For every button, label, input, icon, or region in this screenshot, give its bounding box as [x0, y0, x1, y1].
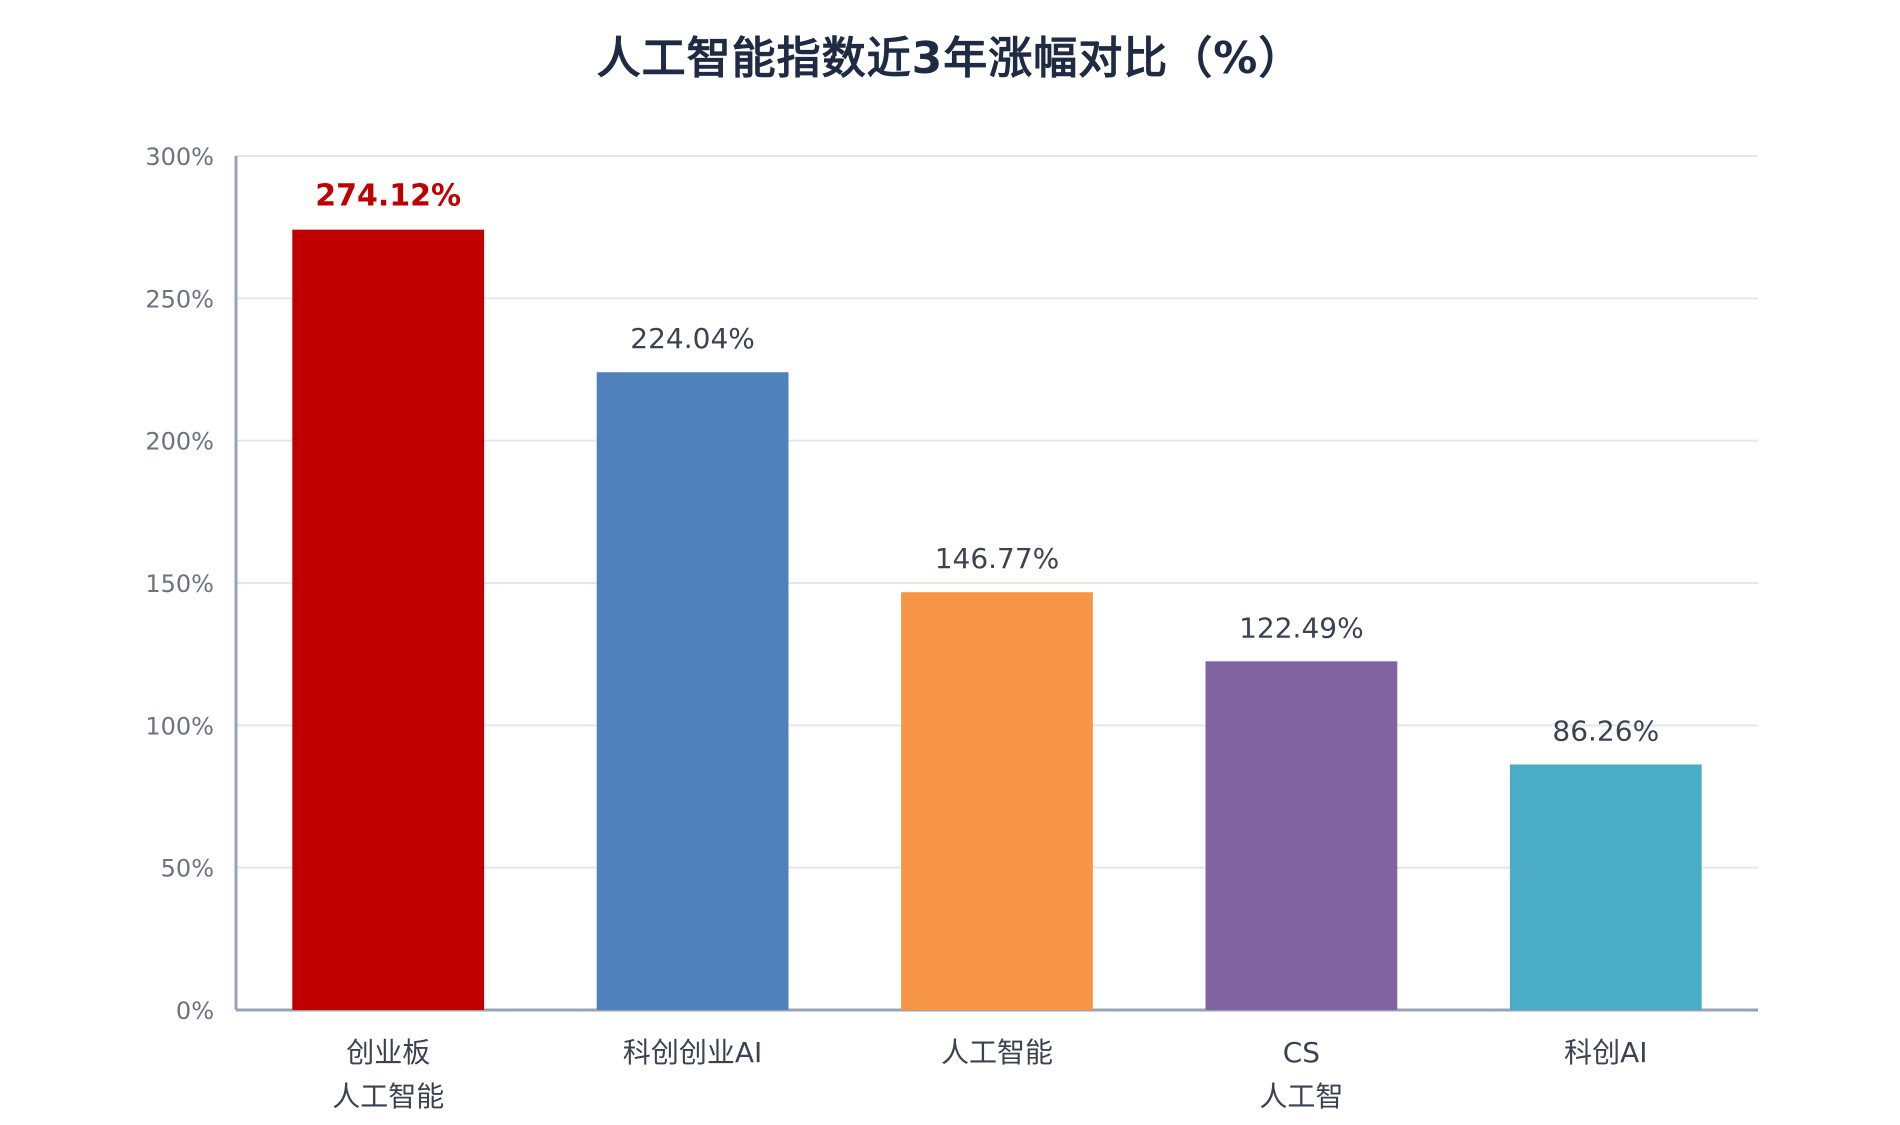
y-tick-label: 50%	[161, 855, 214, 883]
bar	[901, 592, 1093, 1010]
x-tick-label: 人工智	[1259, 1080, 1343, 1113]
data-label: 224.04%	[630, 322, 755, 355]
bar	[1205, 661, 1398, 1010]
x-tick-label: CS	[1283, 1036, 1320, 1069]
bar	[1509, 764, 1702, 1010]
y-tick-label: 300%	[145, 143, 214, 171]
x-tick-label: 人工智能	[941, 1036, 1053, 1069]
bar	[292, 229, 485, 1010]
y-tick-label: 0%	[176, 997, 214, 1025]
y-tick-label: 150%	[145, 570, 214, 598]
chart-title: 人工智能指数近3年涨幅对比（%）	[596, 33, 1304, 84]
y-tick-label: 250%	[145, 285, 214, 313]
data-label: 146.77%	[935, 542, 1060, 575]
data-label: 274.12%	[315, 179, 461, 214]
data-label: 86.26%	[1552, 714, 1659, 747]
y-tick-label: 100%	[145, 712, 214, 740]
x-tick-label: 人工智能	[332, 1080, 444, 1113]
bar	[596, 372, 789, 1010]
x-tick-label: 科创AI	[1564, 1036, 1647, 1069]
x-tick-label: 科创创业AI	[623, 1036, 762, 1069]
y-tick-label: 200%	[145, 428, 214, 456]
data-label: 122.49%	[1239, 611, 1364, 644]
x-tick-label: 创业板	[346, 1036, 430, 1069]
